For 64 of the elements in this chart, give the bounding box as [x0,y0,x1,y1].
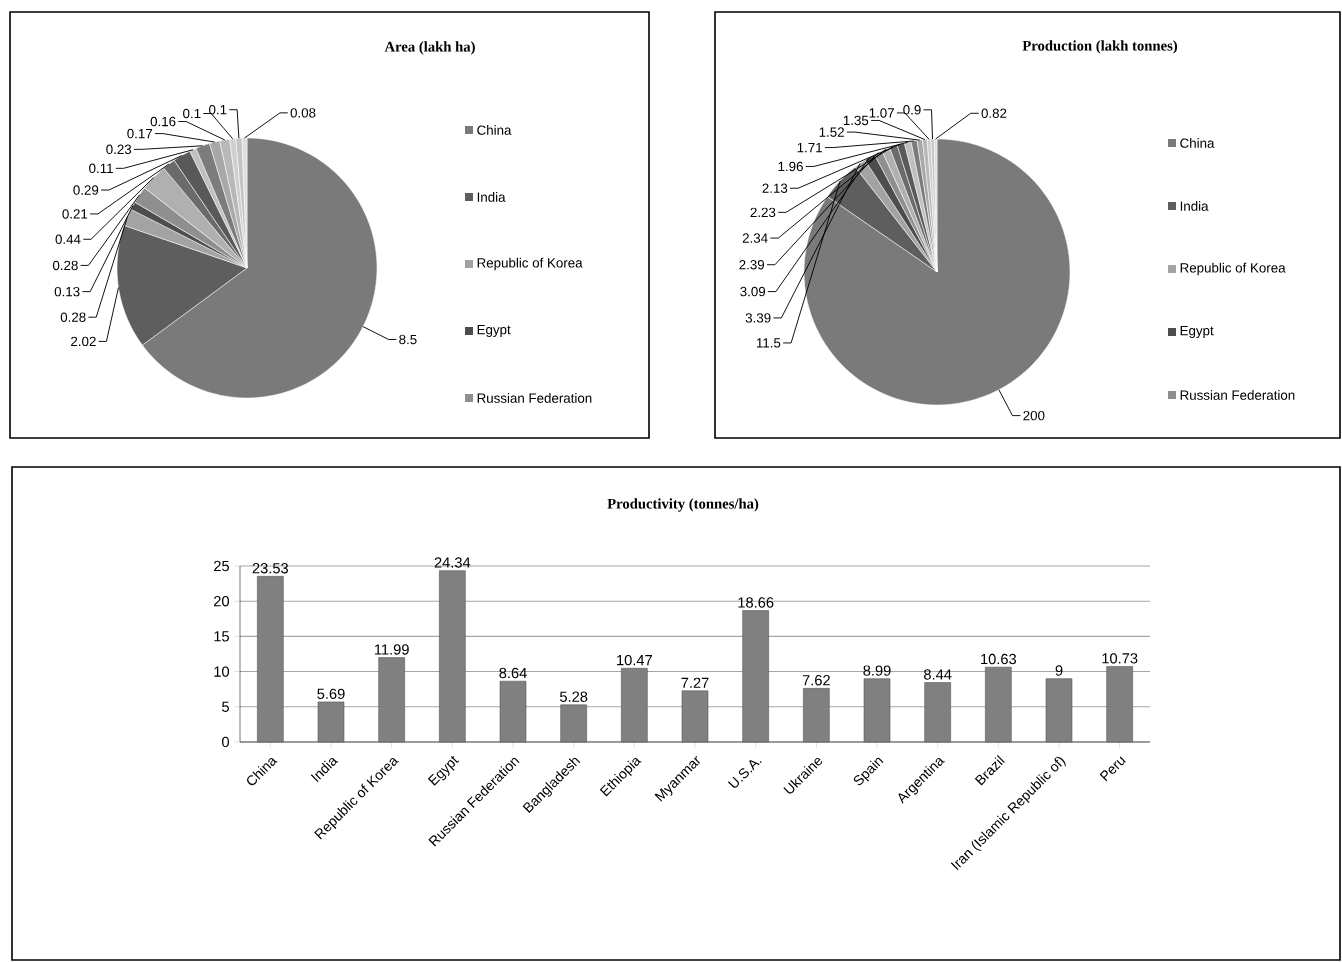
y-tick-label: 15 [214,631,229,642]
data-label: 7.62 [802,675,830,686]
data-label: 0.11 [89,163,113,174]
data-label: 0.16 [150,116,176,127]
data-label: 11.5 [756,338,781,348]
data-label: 1.35 [843,115,869,126]
data-label: 8.99 [863,665,891,676]
data-label: 11.99 [374,644,409,655]
data-label: 23.53 [252,563,289,574]
chart-title: Area (lakh ha) [384,41,475,55]
data-label: 0.28 [52,260,78,271]
data-label: 0.28 [60,312,86,322]
data-label: 0.1 [209,104,227,115]
data-label: 8.5 [399,334,417,345]
data-label: 2.39 [739,260,765,270]
data-label: 0.23 [106,144,132,155]
y-tick-label: 5 [222,701,229,712]
data-label: 1.96 [778,161,803,172]
data-label: 0.1 [183,108,201,119]
data-label: 0.17 [127,128,153,139]
data-label: 0.21 [62,209,88,219]
data-label: 3.39 [745,313,771,323]
data-label: 10.47 [617,654,652,666]
data-label: 8.64 [499,667,527,679]
legend-label: Egypt [477,325,511,337]
data-label: 2.13 [762,183,788,193]
data-label: 1.07 [869,108,894,118]
legend-label: Russian Federation [1180,390,1295,400]
legend-label: China [477,125,512,135]
y-tick-label: 10 [214,666,230,677]
legend-label: India [1180,201,1209,211]
data-label: 2.23 [750,207,776,218]
data-label: 10.63 [981,653,1017,665]
data-label: 10.73 [1102,653,1138,664]
data-label: 0.29 [73,185,99,195]
data-label: 7.27 [681,677,709,688]
chart-title: Productivity (tonnes/ha) [607,498,759,512]
legend-label: Republic of Korea [477,257,583,271]
data-label: 5.28 [559,691,588,702]
data-label: 18.66 [738,597,774,608]
legend-label: Egypt [1180,326,1214,338]
legend-label: Republic of Korea [1180,262,1286,276]
data-label: 1.52 [819,127,844,137]
legend-label: Russian Federation [477,393,592,403]
data-label: 9 [1055,665,1063,676]
data-label: 24.34 [434,557,471,568]
data-label: 0.13 [54,286,80,297]
chart-title: Production (lakh tonnes) [1022,40,1178,54]
y-tick-label: 0 [222,736,230,748]
data-label: 0.08 [290,108,316,118]
data-label: 0.82 [981,108,1007,118]
data-label: 3.09 [740,286,766,297]
y-tick-label: 25 [214,560,229,572]
data-label: 200 [1023,410,1045,421]
data-label: 2.02 [71,336,96,347]
data-label: 2.34 [742,233,768,243]
legend-label: India [477,192,506,202]
data-label: 0.44 [55,234,81,244]
data-label: 5.69 [317,688,345,699]
legend-label: China [1180,138,1215,148]
data-label: 1.71 [797,142,822,153]
data-label: 0.9 [903,105,921,115]
y-tick-label: 20 [214,596,230,607]
data-label: 8.44 [924,669,952,680]
